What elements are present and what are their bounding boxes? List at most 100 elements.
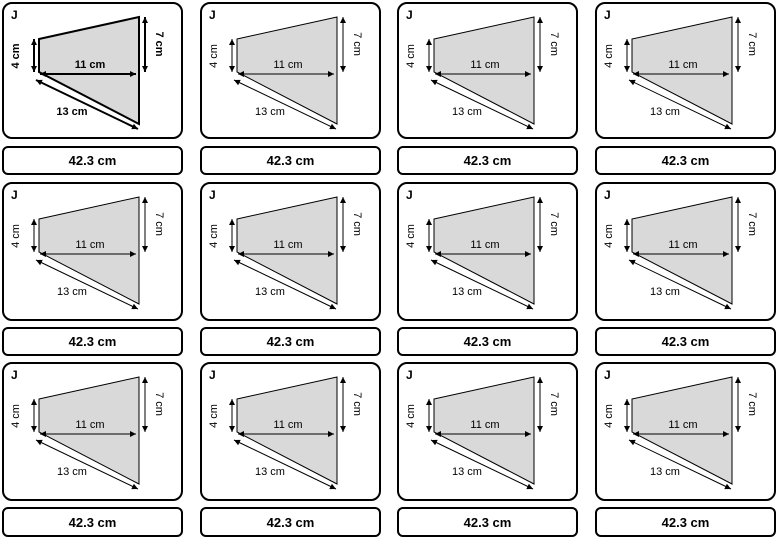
slant-arrow: [628, 439, 732, 490]
answer-value: 42.3 cm: [463, 514, 512, 530]
slant-arrow: [35, 259, 139, 310]
slant-arrow: [233, 259, 337, 310]
answer-value: 42.3 cm: [266, 153, 315, 168]
diagram-card[interactable]: J 4 cm 7 cm 11 cm 13 cm: [595, 182, 776, 321]
trapezoid-shape: [38, 15, 140, 126]
left-side-arrow: [624, 399, 630, 432]
right-side-arrow: [735, 197, 741, 252]
card-letter: J: [406, 8, 413, 22]
card-letter: J: [209, 8, 216, 22]
slant-arrow: [628, 79, 732, 130]
slant-label: 13 cm: [452, 106, 482, 118]
trapezoid-shape: [38, 196, 140, 305]
left-side-arrow: [31, 399, 37, 432]
answer-card[interactable]: 42.3 cm: [595, 507, 776, 537]
answer-card[interactable]: 42.3 cm: [200, 146, 381, 175]
left-side-arrow: [31, 219, 37, 252]
right-side-label: 7 cm: [351, 212, 363, 236]
answer-value: 42.3 cm: [266, 334, 315, 349]
left-side-label: 4 cm: [208, 404, 220, 428]
answer-card[interactable]: 42.3 cm: [397, 507, 578, 537]
card-letter: J: [604, 188, 611, 202]
answer-card[interactable]: 42.3 cm: [397, 146, 578, 175]
answer-card[interactable]: 42.3 cm: [595, 146, 776, 175]
left-side-arrow: [229, 399, 235, 432]
slant-label: 13 cm: [57, 466, 87, 478]
right-side-label: 7 cm: [153, 392, 165, 416]
diagram-card[interactable]: J 4 cm 7 cm 11 cm 13 cm: [200, 2, 381, 139]
answer-card[interactable]: 42.3 cm: [2, 327, 183, 356]
left-side-label: 4 cm: [603, 224, 615, 248]
slant-arrow: [430, 439, 534, 490]
answer-value: 42.3 cm: [68, 514, 117, 530]
left-side-label: 4 cm: [405, 404, 417, 428]
answer-card[interactable]: 42.3 cm: [595, 327, 776, 356]
trapezoid-diagram: 4 cm 7 cm 11 cm 13 cm: [603, 196, 758, 310]
slant-arrow: [628, 259, 732, 310]
answer-value: 42.3 cm: [68, 153, 117, 168]
diagram-card[interactable]: J 4 cm 7 cm 11 cm 13 cm: [200, 182, 381, 321]
trapezoid-diagram: 4 cm 7 cm 11 cm 13 cm: [405, 16, 560, 130]
answer-card[interactable]: 42.3 cm: [397, 327, 578, 356]
answer-card[interactable]: 42.3 cm: [200, 327, 381, 356]
right-side-label: 7 cm: [548, 392, 560, 416]
answer-value: 42.3 cm: [68, 334, 117, 349]
right-side-arrow: [340, 197, 346, 252]
trapezoid-shape: [236, 376, 338, 485]
answer-card[interactable]: 42.3 cm: [200, 507, 381, 537]
slant-arrow: [430, 259, 534, 310]
top-width-label: 11 cm: [668, 419, 697, 431]
top-width-label: 11 cm: [75, 59, 106, 71]
slant-label: 13 cm: [255, 106, 285, 118]
diagram-card[interactable]: J 4 cm 7 cm 11 cm 13 cm: [200, 362, 381, 501]
slant-label: 13 cm: [650, 466, 680, 478]
diagram-card[interactable]: J 4 cm 7 cm 11 cm 13 cm: [595, 362, 776, 501]
diagram-card[interactable]: J 4 cm 7 cm 11 cm 13 cm: [397, 182, 578, 321]
right-side-label: 7 cm: [548, 212, 560, 236]
top-width-arrow: [40, 251, 136, 257]
top-width-label: 11 cm: [75, 239, 104, 251]
slant-arrow: [35, 439, 139, 490]
top-width-arrow: [238, 431, 334, 437]
diagram-card[interactable]: J 4 cm 7 cm 11 cm 13 cm: [595, 2, 776, 139]
trapezoid-shape: [631, 376, 733, 485]
answer-value: 42.3 cm: [661, 334, 710, 349]
top-width-label: 11 cm: [668, 59, 697, 71]
right-side-arrow: [537, 197, 543, 252]
trapezoid-diagram: 4 cm 7 cm 11 cm 13 cm: [208, 16, 363, 130]
right-side-arrow: [340, 17, 346, 72]
trapezoid-diagram: 4 cm 7 cm 11 cm 13 cm: [10, 376, 165, 490]
top-width-arrow: [435, 431, 531, 437]
trapezoid-diagram: 4 cm 7 cm 11 cm 13 cm: [603, 16, 758, 130]
top-width-label: 11 cm: [273, 419, 302, 431]
slant-label: 13 cm: [57, 286, 87, 298]
top-width-label: 11 cm: [470, 239, 499, 251]
left-side-label: 4 cm: [603, 44, 615, 68]
top-width-label: 11 cm: [470, 419, 499, 431]
slant-arrow: [233, 79, 337, 130]
card-letter: J: [209, 188, 216, 202]
slant-label: 13 cm: [452, 286, 482, 298]
slant-label: 13 cm: [255, 286, 285, 298]
diagram-card[interactable]: J 4 cm 7 cm 11 cm 13 cm: [2, 362, 183, 501]
diagram-card[interactable]: J 4 cm 7 cm 11 cm 13 cm: [397, 362, 578, 501]
answer-card[interactable]: 42.3 cm: [2, 507, 183, 537]
trapezoid-shape: [631, 16, 733, 125]
trapezoid-shape: [433, 376, 535, 485]
diagram-card[interactable]: J 4 cm 7 cm 11 cm 13 cm: [2, 2, 183, 139]
right-side-label: 7 cm: [153, 31, 165, 56]
top-width-arrow: [633, 71, 729, 77]
diagram-card[interactable]: J 4 cm 7 cm 11 cm 13 cm: [397, 2, 578, 139]
right-side-label: 7 cm: [548, 32, 560, 56]
trapezoid-diagram: 4 cm 7 cm 11 cm 13 cm: [208, 376, 363, 490]
diagram-card[interactable]: J 4 cm 7 cm 11 cm 13 cm: [2, 182, 183, 321]
card-letter: J: [11, 188, 18, 202]
right-side-label: 7 cm: [351, 392, 363, 416]
right-side-arrow: [537, 377, 543, 432]
top-width-label: 11 cm: [75, 419, 104, 431]
left-side-arrow: [229, 219, 235, 252]
answer-card[interactable]: 42.3 cm: [2, 146, 183, 175]
slant-arrow: [233, 439, 337, 490]
left-side-arrow: [426, 39, 432, 72]
left-side-label: 4 cm: [208, 224, 220, 248]
